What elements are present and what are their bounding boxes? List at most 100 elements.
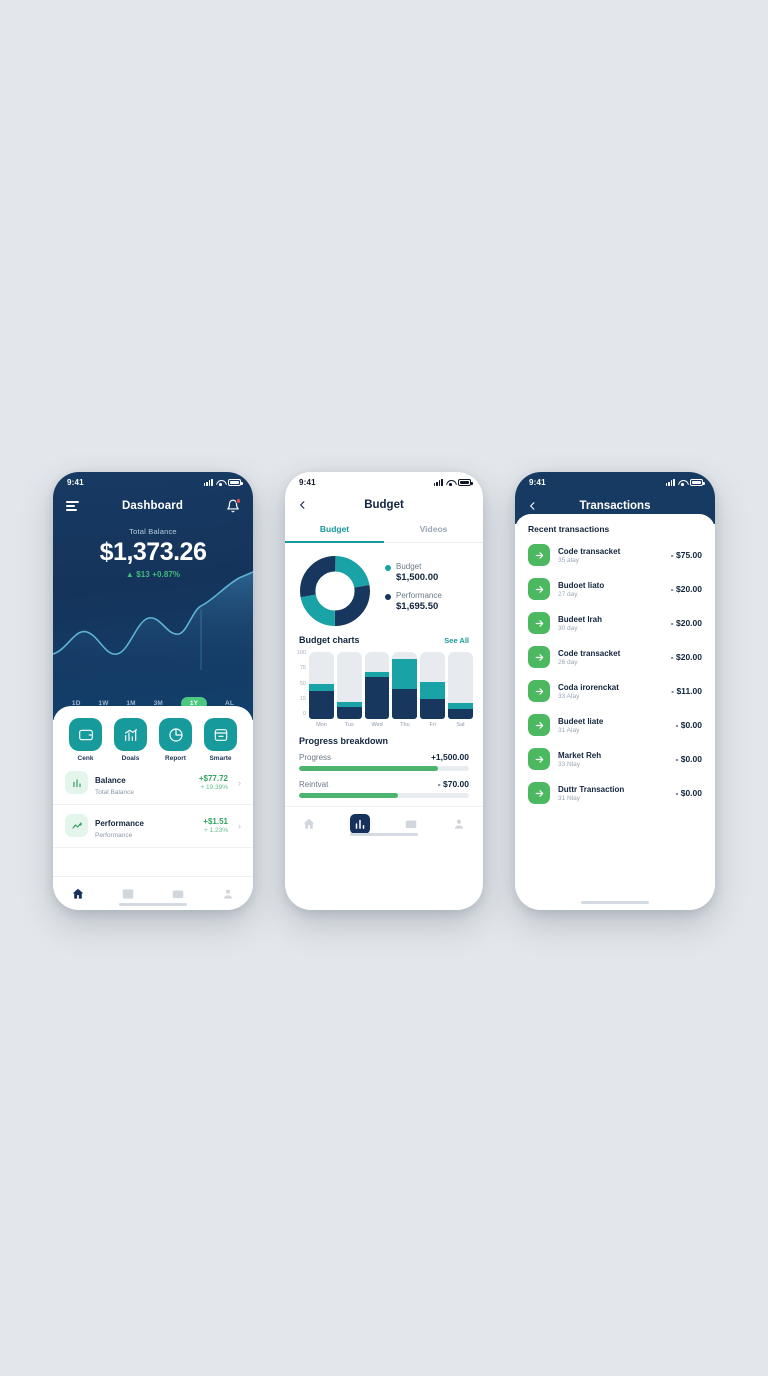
status-time: 9:41 xyxy=(67,477,84,487)
transaction-row[interactable]: Budeet liate 31 Alay - $0.00 xyxy=(515,708,715,742)
transaction-row[interactable]: Code transacket 26 day - $20.00 xyxy=(515,640,715,674)
bar-segment-budget xyxy=(364,672,390,678)
quick-action-report[interactable]: Report xyxy=(159,718,192,762)
quick-action-doals[interactable]: Doals xyxy=(114,718,147,762)
section-title: Progress breakdown xyxy=(299,736,389,746)
balance-label: Total Balance xyxy=(129,527,177,536)
transaction-date: 26 day xyxy=(558,658,578,666)
list-item-performance[interactable]: Performance Performance +$1.51 + 1.23% › xyxy=(53,805,253,848)
battery-icon xyxy=(458,478,473,486)
status-bar: 9:41 xyxy=(53,472,253,492)
list-item-title: Performance xyxy=(95,818,144,828)
transaction-text: Budeet lrah 30 day xyxy=(558,615,663,632)
status-time: 9:41 xyxy=(299,477,316,487)
transaction-row[interactable]: Duttr Transaction 31 Nlay - $0.00 xyxy=(515,776,715,810)
quick-action-smarte[interactable]: Smarte xyxy=(204,718,237,762)
chevron-left-icon[interactable] xyxy=(297,500,308,511)
transaction-text: Code transacket 35 alay xyxy=(558,547,663,564)
page-title: Budget xyxy=(364,499,404,511)
legend-item-performance: Performance $1,695.50 xyxy=(385,591,442,612)
list-item-percent: + 1.23% xyxy=(203,827,228,834)
chart-plot-area: Mon Tus Wed Thu Fri Sat xyxy=(309,650,473,728)
transaction-date: 30 day xyxy=(558,624,578,632)
transaction-row[interactable]: Coda irorenckat 33 Alay - $11.00 xyxy=(515,674,715,708)
home-indicator xyxy=(581,901,649,904)
transaction-amount: - $20.00 xyxy=(670,618,702,628)
list-item-subtitle: Total Balance xyxy=(95,788,135,796)
see-all-link[interactable]: See All xyxy=(444,636,469,645)
progress-label: Reintvat xyxy=(299,780,329,789)
nav-wallet-icon[interactable] xyxy=(404,817,418,831)
transaction-amount: - $0.00 xyxy=(675,720,702,730)
transaction-row[interactable]: Budeet lrah 30 day - $20.00 xyxy=(515,606,715,640)
nav-profile-icon[interactable] xyxy=(221,887,235,901)
tab-budget[interactable]: Budget xyxy=(285,518,384,543)
signal-icon xyxy=(203,478,213,486)
dashboard-topbar: Dashboard xyxy=(53,492,253,520)
list-item-amount: +$1.51 xyxy=(203,817,228,826)
transaction-row[interactable]: Code transacket 35 alay - $75.00 xyxy=(515,538,715,572)
nav-home-icon[interactable] xyxy=(71,887,85,901)
nav-chart-icon[interactable] xyxy=(121,887,135,901)
range-all[interactable]: AL xyxy=(224,699,235,707)
status-icons xyxy=(665,478,705,486)
transaction-row[interactable]: Market Reh 33 Nlay - $0.00 xyxy=(515,742,715,776)
balance-sparkline xyxy=(53,558,253,686)
y-tick: 100 xyxy=(296,650,306,656)
transaction-date: 35 alay xyxy=(558,556,579,564)
legend-item-budget: Budget $1,500.00 xyxy=(385,562,442,583)
page-title: Dashboard xyxy=(122,500,183,512)
y-tick: 0 xyxy=(302,711,306,717)
range-3m[interactable]: 3M xyxy=(153,699,164,707)
status-bar: 9:41 xyxy=(285,472,483,492)
progress-track xyxy=(299,793,469,798)
transaction-name: Code transacket xyxy=(558,546,621,556)
progress-fill xyxy=(299,793,398,798)
bar-segment-budget xyxy=(420,682,446,699)
transaction-amount: - $0.00 xyxy=(675,788,702,798)
tab-videos[interactable]: Videos xyxy=(419,524,448,534)
budget-header: Budget xyxy=(285,492,483,518)
bar-column: Mon xyxy=(309,652,334,728)
bar-track xyxy=(448,652,473,719)
hamburger-icon[interactable] xyxy=(66,501,79,511)
range-1d[interactable]: 1D xyxy=(71,699,81,707)
transactions-sheet: Recent transactions Code transacket 35 al… xyxy=(515,514,715,910)
bottom-nav xyxy=(285,806,483,840)
transaction-name: Code transacket xyxy=(558,648,621,658)
transactions-header: Transactions xyxy=(515,492,715,520)
nav-profile-icon[interactable] xyxy=(452,817,466,831)
quick-action-cenk[interactable]: Cenk xyxy=(69,718,102,762)
nav-chart-icon[interactable] xyxy=(350,813,370,834)
bar-x-label: Fri xyxy=(429,722,436,728)
budget-tabs: Budget Videos xyxy=(285,518,483,543)
wifi-icon xyxy=(446,479,455,486)
quick-actions: Cenk Doals Repor xyxy=(53,706,253,762)
nav-wallet-icon[interactable] xyxy=(171,887,185,901)
list-item-values: +$1.51 + 1.23% xyxy=(203,817,228,834)
progress-item-reintvat: Reintvat - $70.00 xyxy=(299,779,469,798)
arrow-right-icon xyxy=(528,544,550,566)
arrow-right-icon xyxy=(528,612,550,634)
bar-x-label: Thu xyxy=(400,722,410,728)
transaction-name: Market Reh xyxy=(558,750,602,760)
bar-segment-performance xyxy=(392,688,418,719)
list-item-balance[interactable]: Balance Total Balance +$77.72 + 19.39% › xyxy=(53,762,253,805)
donut-legend: Budget $1,500.00 Performance $1,695.50 xyxy=(385,562,442,620)
budget-bar-chart: 100 75 50 15 0 Mon Tus Wed Thu Fri Sat xyxy=(285,650,483,728)
arrow-right-icon xyxy=(528,714,550,736)
legend-text: Budget $1,500.00 xyxy=(396,562,438,583)
transaction-row[interactable]: Budoet liato 27 day - $20.00 xyxy=(515,572,715,606)
range-1w[interactable]: 1W xyxy=(98,699,109,707)
transaction-text: Budeet liate 31 Alay xyxy=(558,717,668,734)
bell-icon[interactable] xyxy=(226,498,241,513)
bottom-nav xyxy=(53,876,253,910)
legend-swatch xyxy=(385,594,391,600)
bar-segment-performance xyxy=(336,706,362,719)
nav-home-icon[interactable] xyxy=(302,817,316,831)
range-1m[interactable]: 1M xyxy=(126,699,136,707)
bar-x-label: Tus xyxy=(344,722,354,728)
chevron-left-icon[interactable] xyxy=(527,501,538,512)
progress-value: +1,500.00 xyxy=(430,752,469,762)
bar-segment-performance xyxy=(309,690,334,719)
